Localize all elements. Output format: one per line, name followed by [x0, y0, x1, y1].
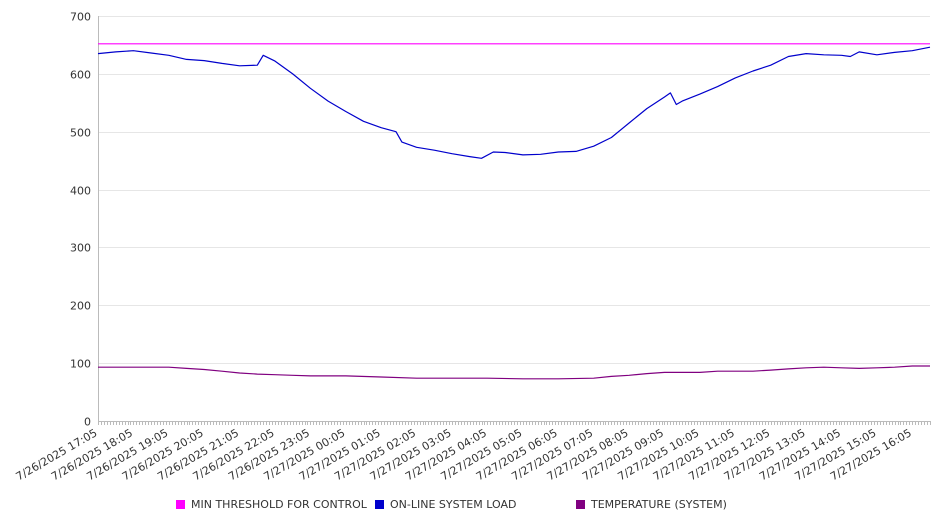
legend-swatch-threshold — [176, 500, 185, 509]
y-tick-labels: 0 100 200 300 400 500 600 700 — [70, 11, 91, 429]
legend-label-system-load: ON-LINE SYSTEM LOAD — [390, 498, 517, 511]
legend-swatch-system-load — [375, 500, 384, 509]
series-line-on-line-system-load — [97, 46, 931, 159]
grid-lines — [98, 16, 930, 364]
legend-item-system-load[interactable]: ON-LINE SYSTEM LOAD — [375, 498, 516, 511]
series-line-temperature-system — [98, 365, 930, 380]
legend-item-temperature[interactable]: TEMPERATURE (SYSTEM) — [576, 498, 727, 511]
series-lines — [97, 43, 931, 380]
y-tick-label: 300 — [70, 242, 91, 255]
y-tick-label: 400 — [70, 185, 91, 198]
legend: MIN THRESHOLD FOR CONTROL ON-LINE SYSTEM… — [0, 498, 946, 514]
y-tick-label: 0 — [84, 416, 91, 429]
y-tick-label: 600 — [70, 69, 91, 82]
x-tick-labels: 7/26/2025 17:057/26/2025 18:057/26/2025 … — [14, 426, 914, 483]
y-tick-label: 100 — [70, 358, 91, 371]
y-tick-label: 700 — [70, 11, 91, 24]
legend-item-threshold[interactable]: MIN THRESHOLD FOR CONTROL — [176, 498, 367, 511]
y-tick-label: 200 — [70, 300, 91, 313]
axes — [98, 16, 931, 425]
legend-swatch-temperature — [576, 500, 585, 509]
y-tick-label: 500 — [70, 127, 91, 140]
legend-label-threshold: MIN THRESHOLD FOR CONTROL — [191, 498, 367, 511]
legend-label-temperature: TEMPERATURE (SYSTEM) — [591, 498, 727, 511]
